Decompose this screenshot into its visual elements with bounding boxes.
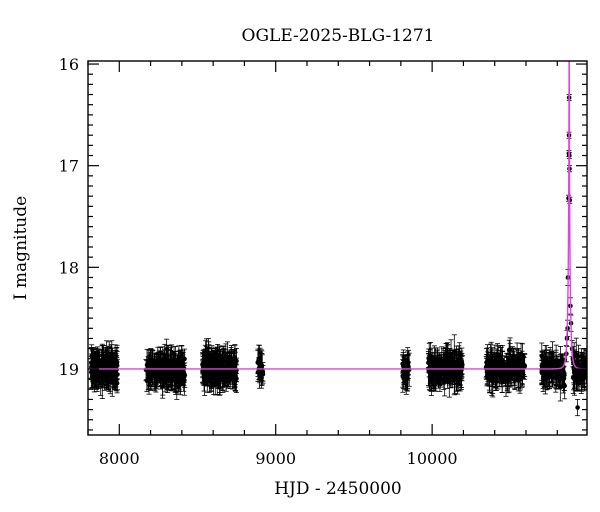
data-point — [545, 371, 550, 377]
data-point — [146, 373, 152, 378]
data-point — [484, 360, 489, 365]
data-point — [222, 369, 228, 375]
data-point — [442, 369, 447, 375]
data-point — [114, 361, 119, 367]
data-point — [218, 358, 223, 363]
data-point — [436, 372, 441, 378]
data-point — [515, 362, 520, 367]
data-point — [549, 370, 555, 376]
x-axis-label: HJD - 2450000 — [274, 479, 402, 499]
data-point — [165, 370, 170, 376]
y-tick-label: 16 — [59, 55, 79, 74]
data-point — [200, 362, 205, 368]
data-point — [560, 369, 565, 374]
data-point — [544, 359, 550, 364]
y-tick-label: 18 — [59, 258, 79, 277]
data-point — [580, 362, 586, 368]
data-point — [456, 361, 462, 367]
data-point — [460, 362, 465, 368]
data-point — [90, 363, 95, 368]
data-point — [505, 367, 511, 373]
data-point — [168, 359, 174, 365]
y-axis-label: I magnitude — [11, 196, 31, 300]
data-point — [488, 357, 493, 362]
data-point — [404, 372, 410, 377]
data-point — [109, 351, 115, 357]
data-point — [575, 405, 580, 410]
data-point — [500, 359, 505, 364]
data-point — [540, 376, 546, 381]
data-point — [508, 374, 513, 379]
data-point — [200, 369, 206, 374]
data-point — [553, 359, 559, 365]
data-point — [504, 371, 510, 377]
data-point — [445, 365, 450, 371]
plot-frame — [87, 60, 588, 436]
data-point — [572, 376, 578, 382]
data-point — [228, 358, 234, 364]
data-point — [452, 377, 457, 382]
data-point — [110, 370, 116, 375]
y-tick-label: 19 — [59, 360, 79, 379]
data-point — [177, 373, 182, 379]
data-point — [160, 384, 165, 389]
x-tick-label: 10000 — [407, 449, 458, 468]
data-point — [206, 357, 212, 363]
data-point — [208, 364, 214, 369]
data-point — [203, 359, 208, 365]
data-point — [426, 355, 431, 361]
chart-title: OGLE-2025-BLG-1271 — [242, 26, 435, 46]
plot-area — [88, 61, 587, 417]
data-point — [106, 361, 112, 367]
data-point — [214, 381, 220, 386]
x-tick-label: 8000 — [99, 449, 140, 468]
data-point — [257, 360, 263, 365]
model-curve — [88, 61, 587, 370]
data-point — [489, 362, 494, 368]
data-point — [225, 355, 230, 361]
data-point — [101, 355, 106, 361]
data-point — [430, 373, 436, 379]
data-point — [519, 368, 525, 374]
data-point — [405, 360, 410, 366]
data-point — [148, 378, 153, 384]
data-point — [153, 376, 159, 382]
axis-ticks: 8000 9000 10000 16 17 18 19 — [59, 55, 587, 468]
y-tick-label: 17 — [59, 157, 79, 176]
data-point — [494, 363, 499, 369]
data-point — [435, 362, 440, 367]
data-point — [540, 370, 545, 375]
data-point — [148, 360, 154, 366]
data-point — [98, 380, 103, 386]
data-point — [260, 369, 266, 375]
data-point — [516, 375, 521, 380]
x-tick-label: 9000 — [255, 449, 296, 468]
data-point — [556, 370, 561, 376]
data-point — [489, 375, 495, 380]
